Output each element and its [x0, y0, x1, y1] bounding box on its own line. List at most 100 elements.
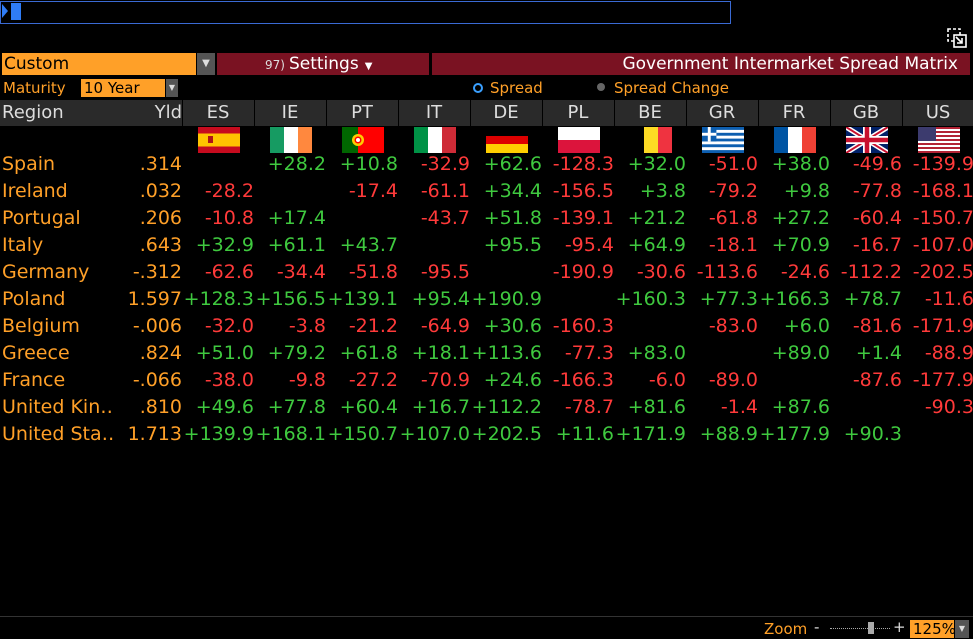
spread-cell[interactable]: -18.1 [708, 234, 758, 256]
spread-cell[interactable]: -156.5 [552, 180, 614, 202]
spread-cell[interactable]: +28.2 [267, 153, 326, 175]
column-header-be[interactable]: BE [638, 102, 662, 123]
spread-cell[interactable]: -11.6 [924, 288, 973, 310]
settings-button[interactable]: 97) Settings ▼ [217, 53, 429, 75]
spread-cell[interactable]: +139.1 [327, 288, 398, 310]
spread-cell[interactable]: +113.6 [471, 342, 542, 364]
zoom-select[interactable]: 125% [910, 620, 956, 638]
row-region-label[interactable]: Italy [2, 234, 44, 256]
zoom-out-button[interactable]: - [814, 618, 820, 636]
spread-cell[interactable]: +90.3 [843, 423, 902, 445]
spread-cell[interactable]: -6.0 [648, 369, 686, 391]
command-line[interactable] [0, 1, 731, 24]
zoom-slider-handle[interactable] [868, 622, 874, 634]
spread-cell[interactable]: +64.9 [627, 234, 686, 256]
undock-window-icon[interactable] [947, 28, 967, 48]
spread-cell[interactable]: -139.1 [552, 207, 614, 229]
spread-cell[interactable]: -61.1 [420, 180, 470, 202]
spread-cell[interactable]: +61.8 [339, 342, 398, 364]
spread-cell[interactable]: -113.6 [696, 261, 758, 283]
row-region-label[interactable]: Belgium [2, 315, 80, 337]
spread-cell[interactable]: +51.0 [195, 342, 254, 364]
column-header-ie[interactable]: IE [281, 102, 299, 123]
spread-cell[interactable]: -190.9 [552, 261, 614, 283]
spread-cell[interactable]: -150.7 [912, 207, 973, 229]
spread-cell[interactable]: -95.4 [564, 234, 614, 256]
row-region-label[interactable]: Greece [2, 342, 70, 364]
column-header-de[interactable]: DE [493, 102, 519, 123]
spread-cell[interactable]: -88.9 [924, 342, 973, 364]
spread-cell[interactable]: -21.2 [348, 315, 398, 337]
spread-cell[interactable]: +89.0 [771, 342, 830, 364]
spread-cell[interactable]: -83.0 [708, 315, 758, 337]
spread-cell[interactable]: -64.9 [420, 315, 470, 337]
zoom-dropdown-arrow-icon[interactable]: ▼ [955, 620, 969, 638]
spread-cell[interactable]: -81.6 [852, 315, 902, 337]
spread-cell[interactable]: -60.4 [852, 207, 902, 229]
column-header-yld[interactable]: Yld [154, 102, 182, 123]
spread-cell[interactable]: +34.4 [483, 180, 542, 202]
spread-cell[interactable]: -28.2 [204, 180, 254, 202]
spread-cell[interactable]: -87.6 [852, 369, 902, 391]
spread-radio[interactable] [473, 83, 483, 93]
spread-cell[interactable]: +95.4 [411, 288, 470, 310]
custom-dropdown-arrow-icon[interactable]: ▼ [197, 53, 215, 75]
spread-cell[interactable]: +60.4 [339, 396, 398, 418]
row-region-label[interactable]: United Sta… [2, 423, 115, 445]
row-region-label[interactable]: France [2, 369, 66, 391]
spread-cell[interactable]: +79.2 [267, 342, 326, 364]
spread-cell[interactable]: +30.6 [483, 315, 542, 337]
column-header-gb[interactable]: GB [852, 102, 880, 123]
spread-cell[interactable]: -177.9 [912, 369, 973, 391]
spread-cell[interactable]: +190.9 [471, 288, 542, 310]
spread-cell[interactable]: -3.8 [288, 315, 326, 337]
spread-cell[interactable]: +62.6 [483, 153, 542, 175]
spread-cell[interactable]: -79.2 [708, 180, 758, 202]
spread-cell[interactable]: +160.3 [615, 288, 686, 310]
row-region-label[interactable]: Ireland [2, 180, 68, 202]
spread-cell[interactable]: +202.5 [471, 423, 542, 445]
spread-change-radio[interactable] [597, 83, 605, 91]
spread-cell[interactable]: -90.3 [924, 396, 973, 418]
spread-cell[interactable]: -70.9 [420, 369, 470, 391]
spread-cell[interactable]: -62.6 [204, 261, 254, 283]
spread-cell[interactable]: +77.8 [267, 396, 326, 418]
spread-cell[interactable]: -168.1 [912, 180, 973, 202]
spread-cell[interactable]: +11.6 [555, 423, 614, 445]
spread-cell[interactable]: +27.2 [771, 207, 830, 229]
spread-cell[interactable]: -77.3 [564, 342, 614, 364]
maturity-dropdown-arrow-icon[interactable]: ▼ [166, 79, 178, 97]
spread-cell[interactable]: +38.0 [771, 153, 830, 175]
spread-radio-label[interactable]: Spread [490, 79, 543, 97]
spread-cell[interactable]: -34.4 [276, 261, 326, 283]
spread-cell[interactable]: -1.4 [720, 396, 758, 418]
spread-cell[interactable]: -27.2 [348, 369, 398, 391]
spread-cell[interactable]: -24.6 [780, 261, 830, 283]
column-header-pl[interactable]: PL [567, 102, 589, 123]
column-header-es[interactable]: ES [206, 102, 230, 123]
spread-cell[interactable]: -171.9 [912, 315, 973, 337]
spread-cell[interactable]: -16.7 [852, 234, 902, 256]
column-header-it[interactable]: IT [425, 102, 443, 123]
column-header-pt[interactable]: PT [351, 102, 373, 123]
spread-cell[interactable]: +166.3 [759, 288, 830, 310]
spread-cell[interactable]: -38.0 [204, 369, 254, 391]
spread-cell[interactable]: -107.0 [912, 234, 973, 256]
spread-cell[interactable]: +83.0 [627, 342, 686, 364]
column-header-fr[interactable]: FR [782, 102, 806, 123]
row-region-label[interactable]: Germany [2, 261, 90, 283]
spread-cell[interactable]: +3.8 [639, 180, 686, 202]
row-region-label[interactable]: Portugal [2, 207, 81, 229]
spread-cell[interactable]: +32.0 [627, 153, 686, 175]
spread-cell[interactable]: -78.7 [564, 396, 614, 418]
spread-cell[interactable]: +78.7 [843, 288, 902, 310]
zoom-slider-track[interactable] [830, 628, 890, 630]
spread-cell[interactable]: -202.5 [912, 261, 973, 283]
spread-cell[interactable]: -49.6 [852, 153, 902, 175]
spread-cell[interactable]: -32.9 [420, 153, 470, 175]
spread-cell[interactable]: -139.9 [912, 153, 973, 175]
spread-cell[interactable]: -160.3 [552, 315, 614, 337]
spread-cell[interactable]: +87.6 [771, 396, 830, 418]
spread-cell[interactable]: +168.1 [255, 423, 326, 445]
spread-cell[interactable]: -166.3 [552, 369, 614, 391]
